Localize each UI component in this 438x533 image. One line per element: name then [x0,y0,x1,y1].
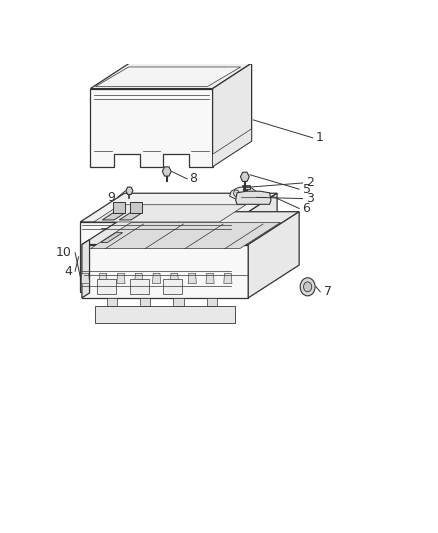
Polygon shape [162,167,171,176]
Polygon shape [82,245,248,298]
Polygon shape [240,172,249,181]
Polygon shape [130,203,142,213]
Polygon shape [207,298,217,306]
Polygon shape [119,213,142,220]
Polygon shape [107,298,117,306]
Text: 7: 7 [324,285,332,298]
Polygon shape [113,203,125,213]
Polygon shape [140,298,150,306]
Polygon shape [95,67,241,86]
Polygon shape [152,273,161,284]
Polygon shape [117,273,125,284]
Circle shape [233,190,239,197]
Polygon shape [94,205,246,222]
Circle shape [304,282,312,292]
Text: 4: 4 [64,265,72,278]
Text: 1: 1 [316,131,324,144]
Polygon shape [130,279,149,294]
Circle shape [300,278,315,296]
Polygon shape [81,273,89,284]
Polygon shape [97,279,116,294]
Polygon shape [212,129,251,166]
Polygon shape [80,222,233,292]
Text: 8: 8 [189,172,197,185]
Text: 6: 6 [303,202,311,215]
Polygon shape [90,63,251,88]
Polygon shape [90,222,280,248]
Polygon shape [82,240,89,298]
Polygon shape [163,279,182,294]
Text: 3: 3 [306,192,314,205]
Polygon shape [102,213,125,220]
Polygon shape [135,273,143,284]
Polygon shape [233,193,277,292]
Polygon shape [248,212,299,298]
Polygon shape [173,298,184,306]
Text: 5: 5 [303,183,311,196]
Polygon shape [126,187,133,195]
Polygon shape [230,187,258,201]
Polygon shape [212,63,251,166]
Polygon shape [90,88,212,166]
Polygon shape [206,273,214,284]
Polygon shape [82,212,299,245]
Polygon shape [236,191,271,204]
Text: 9: 9 [107,191,115,204]
Polygon shape [99,273,107,284]
Polygon shape [224,273,232,284]
Polygon shape [80,193,277,222]
Polygon shape [188,273,196,284]
Text: 2: 2 [306,176,314,189]
Text: 10: 10 [56,246,72,259]
Polygon shape [170,273,178,284]
Polygon shape [95,306,235,322]
Polygon shape [101,232,123,243]
